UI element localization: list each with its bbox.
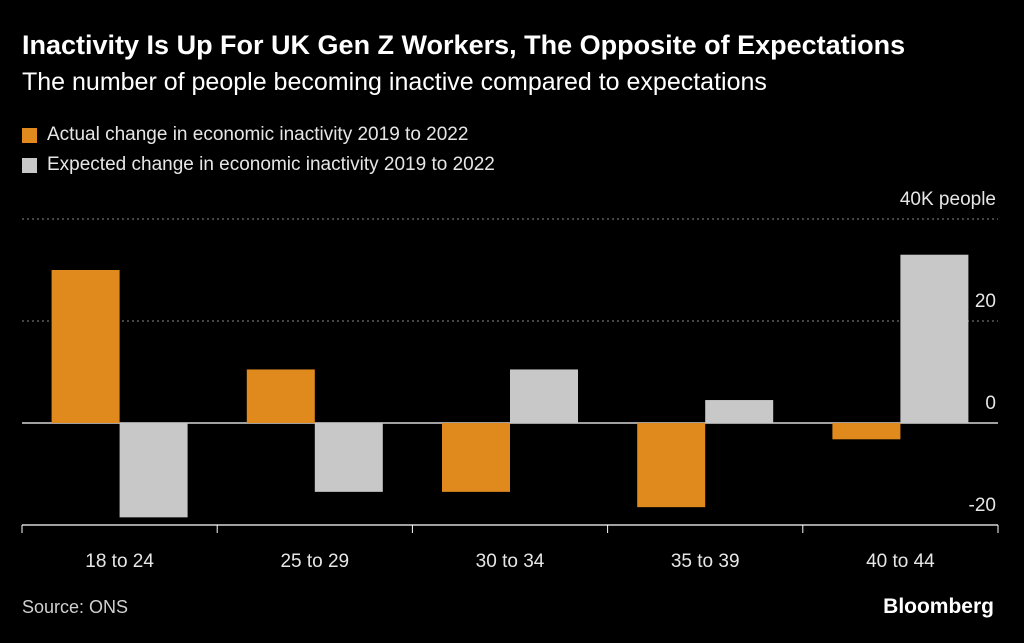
x-tick-label: 30 to 34: [476, 551, 545, 572]
legend-item-actual: Actual change in economic inactivity 201…: [22, 120, 495, 150]
y-tick-label: -20: [969, 495, 996, 516]
chart-title: Inactivity Is Up For UK Gen Z Workers, T…: [22, 30, 906, 60]
legend-label-actual: Actual change in economic inactivity 201…: [47, 124, 469, 145]
legend-item-expected: Expected change in economic inactivity 2…: [22, 150, 495, 180]
legend-swatch-expected: [22, 157, 37, 173]
bar-expected: [510, 369, 578, 423]
y-tick-label: 0: [985, 393, 996, 414]
bar-actual: [246, 369, 315, 423]
legend-swatch-actual: [22, 127, 37, 143]
x-tick-label: 35 to 39: [671, 551, 740, 572]
legend: Actual change in economic inactivity 201…: [22, 120, 495, 180]
source-note: Source: ONS: [22, 597, 129, 617]
bloomberg-logo: Bloomberg: [883, 595, 994, 618]
bar-expected: [119, 423, 188, 518]
y-tick-label: 40K people: [900, 189, 996, 210]
bar-actual: [442, 423, 510, 492]
legend-label-expected: Expected change in economic inactivity 2…: [47, 154, 495, 175]
x-tick-label: 25 to 29: [280, 551, 349, 572]
bar-expected: [314, 423, 383, 492]
y-tick-label: 20: [975, 291, 996, 312]
bar-expected: [900, 254, 969, 423]
bar-actual: [51, 270, 120, 423]
bar-actual: [832, 423, 901, 440]
bar-expected: [705, 400, 774, 423]
x-tick-label: 18 to 24: [85, 551, 154, 572]
x-tick-label: 40 to 44: [866, 551, 935, 572]
chart-subtitle: The number of people becoming inactive c…: [22, 68, 767, 96]
bar-actual: [637, 423, 706, 508]
